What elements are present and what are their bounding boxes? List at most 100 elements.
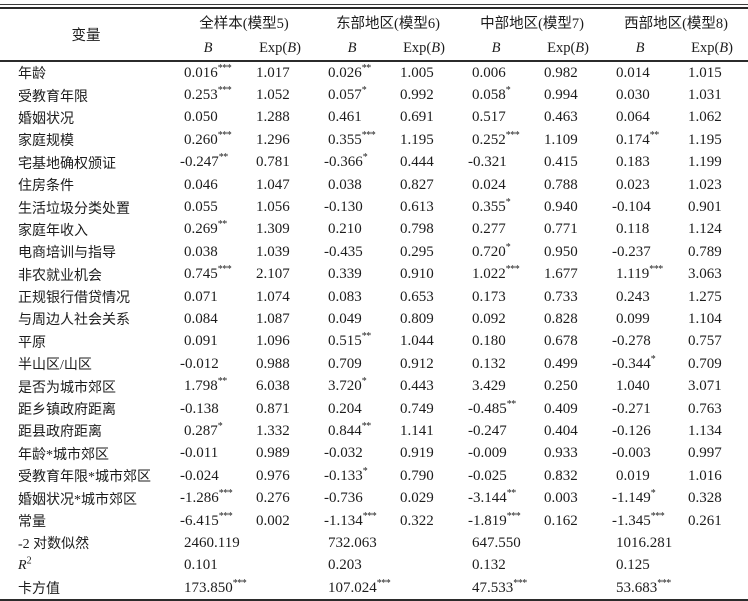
- table-row: 距县政府距离 0.287* 1.332 0.844** 1.141 -0.247 0.404…: [0, 420, 748, 442]
- column-header-expb: Exp(B): [259, 39, 301, 56]
- cell-value: 0.083: [328, 288, 362, 305]
- cell-value: 0.055: [184, 199, 218, 216]
- cell-value: 1.022***: [472, 264, 520, 283]
- cell-value: 1016.281: [616, 534, 673, 551]
- cell-value: -0.435: [324, 243, 363, 260]
- cell-value: 0.276: [256, 490, 290, 507]
- row-label: 婚姻状况: [18, 111, 74, 127]
- cell-value: -0.344*: [612, 353, 656, 372]
- cell-value: 0.099: [616, 310, 650, 327]
- cell-value: 0.613: [400, 199, 434, 216]
- cell-value: 47.533***: [472, 577, 527, 596]
- cell-value: 3.063: [688, 266, 722, 283]
- cell-value: -1.286***: [180, 488, 233, 507]
- table-body: 年龄 0.016*** 1.017 0.026** 1.005 0.006 0.982 0.0…: [0, 61, 748, 600]
- cell-value: 0.243: [616, 288, 650, 305]
- cell-value: 0.499: [544, 355, 578, 372]
- cell-value: 1.047: [256, 176, 290, 193]
- cell-value: 0.992: [400, 87, 434, 104]
- cell-value: 0.014: [616, 64, 650, 81]
- cell-value: 0.809: [400, 310, 434, 327]
- cell-value: 0.019: [616, 467, 650, 484]
- cell-value: 0.415: [544, 154, 578, 171]
- cell-value: 53.683***: [616, 577, 671, 596]
- cell-value: 0.250: [544, 378, 578, 395]
- cell-value: [676, 577, 748, 600]
- cell-value: 732.063: [328, 534, 377, 551]
- row-label: 卡方值: [18, 582, 60, 598]
- row-label: 住房条件: [18, 179, 74, 195]
- cell-value: 0.029: [400, 490, 434, 507]
- cell-value: 0.771: [544, 221, 578, 238]
- column-header-expb: Exp(B): [403, 39, 445, 56]
- table-row: 平原 0.091 1.096 0.515** 1.044 0.180 0.678 -0.278…: [0, 331, 748, 353]
- cell-value: 0.997: [688, 445, 722, 462]
- cell-value: 0.994: [544, 87, 578, 104]
- table-row: 半山区/山区 -0.012 0.988 0.709 0.912 0.132 0.499 -0.…: [0, 353, 748, 375]
- cell-value: 173.850***: [184, 577, 247, 596]
- cell-value: 0.118: [616, 221, 650, 238]
- cell-value: 0.463: [544, 109, 578, 126]
- table-row: 受教育年限*城市郊区 -0.024 0.976 -0.133* 0.790 -0.025 0…: [0, 465, 748, 487]
- cell-value: -0.237: [612, 243, 651, 260]
- row-label: 年龄*城市郊区: [18, 447, 109, 463]
- cell-value: 1.119***: [616, 264, 663, 283]
- cell-value: 1.040: [616, 378, 650, 395]
- group-header-row: 变量 全样本(模型5) 东部地区(模型6) 中部地区(模型7) 西部地区(模型8…: [0, 8, 748, 44]
- row-label: 半山区/山区: [18, 358, 92, 374]
- cell-value: 0.788: [544, 176, 578, 193]
- cell-value: 1.141: [400, 422, 434, 439]
- cell-value: 0.763: [688, 400, 722, 417]
- row-label: R2: [18, 555, 32, 573]
- cell-value: -0.025: [468, 467, 507, 484]
- table-top-rule: [0, 4, 748, 7]
- cell-value: 0.024: [472, 176, 506, 193]
- row-label: 非农就业机会: [18, 268, 102, 284]
- column-header-b: B: [491, 39, 501, 56]
- cell-value: 0.046: [184, 176, 218, 193]
- cell-value: 0.749: [400, 400, 434, 417]
- cell-value: 0.003: [544, 490, 578, 507]
- cell-value: 0.443: [400, 378, 434, 395]
- row-label: 电商培训与指导: [18, 246, 116, 262]
- column-header-group-west: 西部地区(模型8): [624, 16, 729, 32]
- column-header-group-east: 东部地区(模型6): [336, 16, 440, 32]
- cell-value: 1.677: [544, 266, 578, 283]
- cell-value: 0.828: [544, 310, 578, 327]
- row-label: 生活垃圾分类处置: [18, 201, 130, 217]
- cell-value: 0.901: [688, 199, 722, 216]
- cell-value: 1.296: [256, 131, 290, 148]
- cell-value: 0.023: [616, 176, 650, 193]
- cell-value: 1.096: [256, 333, 290, 350]
- cell-value: 0.125: [616, 557, 650, 574]
- cell-value: 1.332: [256, 422, 290, 439]
- cell-value: 647.550: [472, 534, 521, 551]
- cell-value: 1.195: [688, 131, 722, 148]
- cell-value: 0.798: [400, 221, 434, 238]
- column-header-group-central: 中部地区(模型7): [480, 16, 584, 32]
- cell-value: 0.919: [400, 445, 434, 462]
- table-row: 年龄 0.016*** 1.017 0.026** 1.005 0.006 0.982 0.0…: [0, 61, 748, 84]
- cell-value: 0.950: [544, 243, 578, 260]
- cell-value: 2460.119: [184, 534, 240, 551]
- cell-value: 0.261: [688, 512, 722, 529]
- cell-value: -0.011: [180, 445, 219, 462]
- cell-value: 0.827: [400, 176, 434, 193]
- cell-value: 0.912: [400, 355, 434, 372]
- row-label: 受教育年限*城市郊区: [18, 470, 151, 486]
- column-header-group-full-sample: 全样本(模型5): [199, 16, 289, 32]
- row-label: 宅基地确权颁证: [18, 156, 116, 172]
- cell-value: 3.720*: [328, 376, 367, 395]
- cell-value: 0.789: [688, 243, 722, 260]
- cell-value: 0.091: [184, 333, 218, 350]
- cell-value: 0.720*: [472, 241, 511, 260]
- cell-value: 0.101: [184, 557, 218, 574]
- table-row: 家庭年收入 0.269** 1.309 0.210 0.798 0.277 0.771 0.1…: [0, 219, 748, 241]
- cell-value: 0.988: [256, 355, 290, 372]
- cell-value: 0.832: [544, 467, 578, 484]
- cell-value: 0.002: [256, 512, 290, 529]
- row-label: 年龄: [18, 67, 46, 83]
- cell-value: 1.109: [544, 131, 578, 148]
- cell-value: 0.733: [544, 288, 578, 305]
